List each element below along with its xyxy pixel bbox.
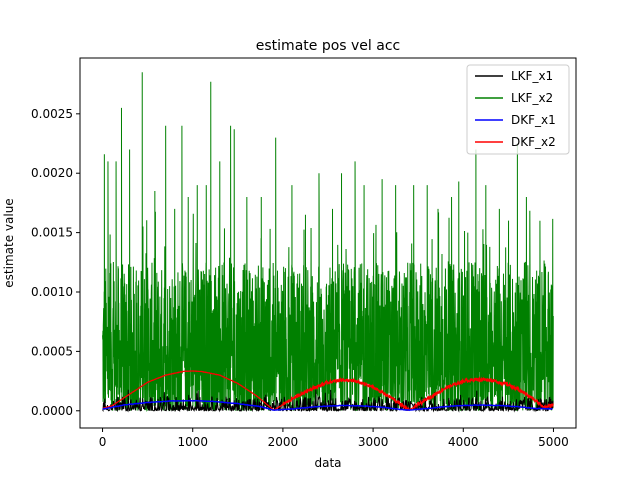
axes-frame [79,57,577,429]
x-axis-label: data [314,456,341,470]
series-line-dkf-x2 [102,370,554,411]
plot-area [102,72,554,413]
y-tick-label: 0.0010 [31,285,73,299]
y-axis: 0.0000 0.0005 0.0010 0.0015 0.0020 0.0025 [31,107,80,418]
legend: LKF_x1 LKF_x2 DKF_x1 DKF_x2 [466,64,570,155]
x-tick-label: 5000 [538,435,569,449]
x-axis: 0 1000 2000 3000 4000 5000 [99,428,569,449]
legend-label: LKF_x1 [511,69,553,83]
legend-label: DKF_x1 [511,113,556,127]
x-tick-label: 1000 [177,435,208,449]
x-tick-label: 4000 [448,435,479,449]
x-tick-label: 2000 [268,435,299,449]
legend-label: LKF_x2 [511,91,553,105]
series-line-lkf-x2 [102,72,554,412]
y-tick-label: 0.0020 [31,166,73,180]
x-tick-label: 3000 [358,435,389,449]
legend-box [466,64,570,155]
legend-label: DKF_x2 [511,135,556,149]
y-tick-label: 0.0000 [31,404,73,418]
x-tick-label: 0 [99,435,107,449]
y-axis-label: estimate value [2,198,16,287]
series-line-dkf-x1 [102,399,553,412]
y-tick-label: 0.0005 [31,344,73,358]
y-tick-label: 0.0025 [31,107,73,121]
y-tick-label: 0.0015 [31,226,73,240]
chart-title: estimate pos vel acc [256,38,400,54]
